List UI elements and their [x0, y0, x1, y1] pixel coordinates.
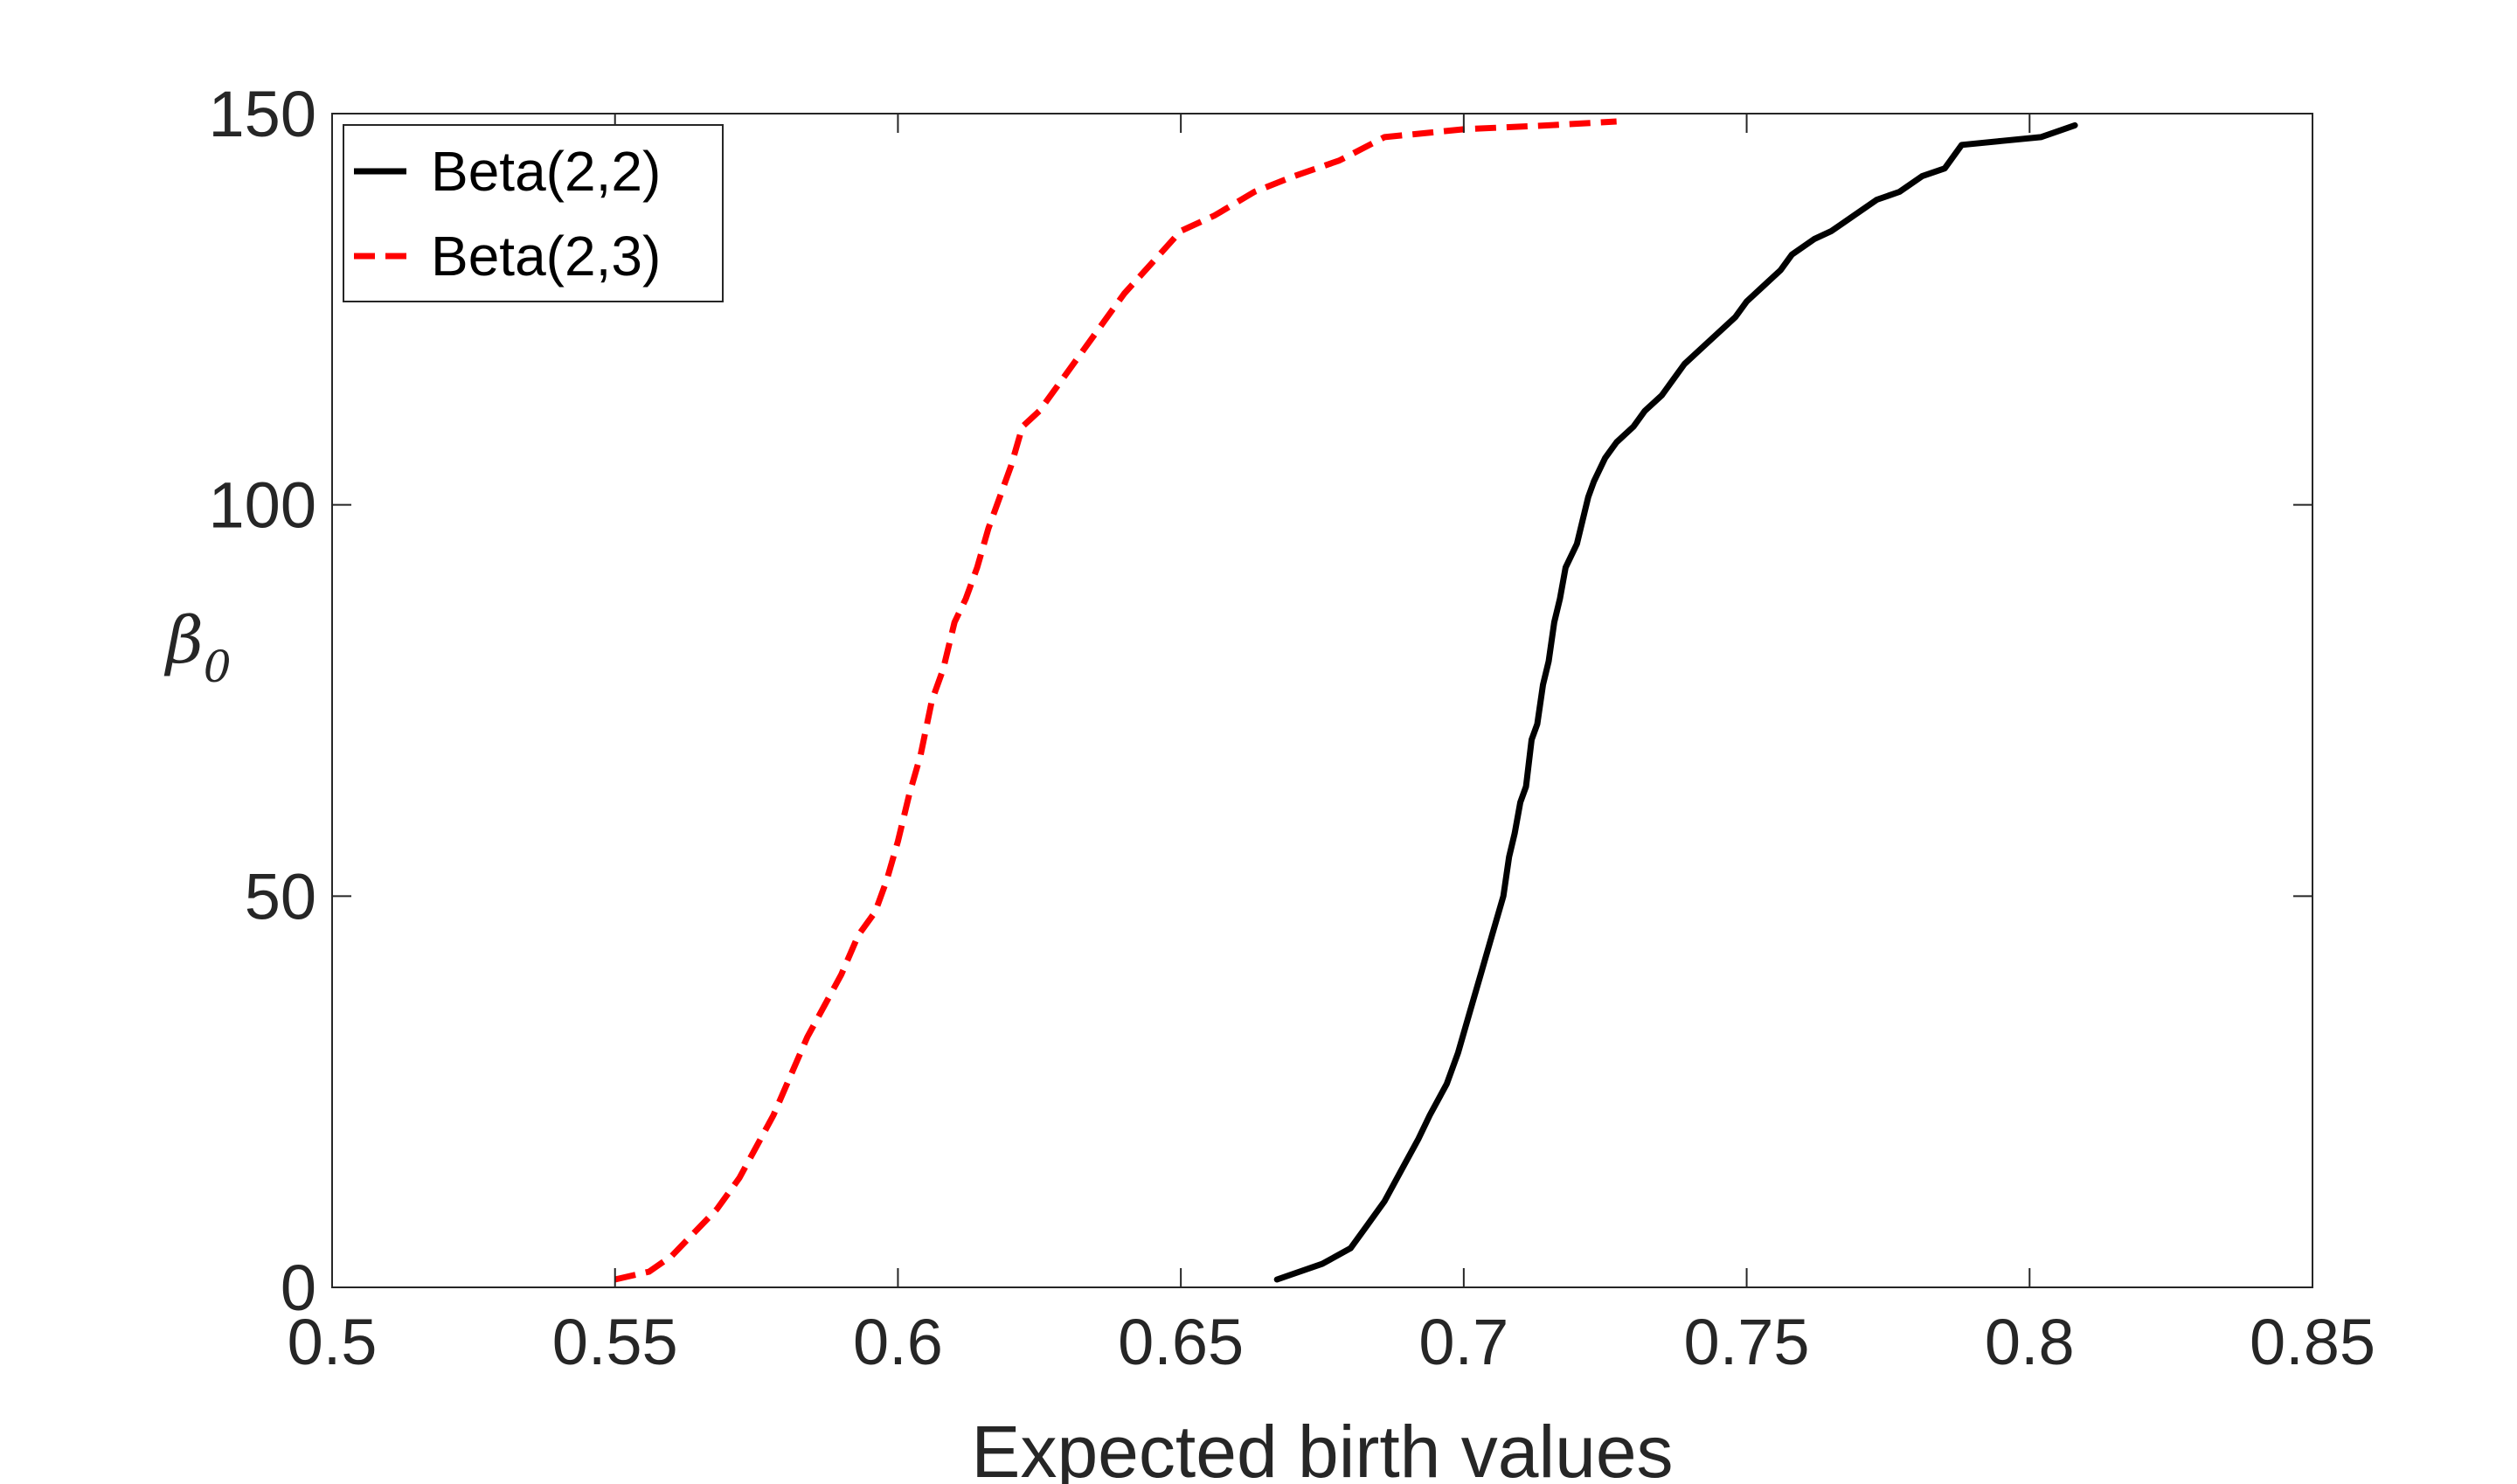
tick-label-layer: 0.5 0.55 0.6 0.65 0.7 0.75 0.8 0.85 0 50 100 150 — [209, 78, 2375, 1378]
x-tick-label: 0.55 — [552, 1306, 678, 1378]
legend-label-beta-2-2: Beta(2,2) — [431, 140, 661, 203]
y-tick-label: 50 — [245, 860, 316, 933]
y-axis-label-subscript: 0 — [204, 641, 232, 692]
legend-box — [343, 124, 724, 302]
series-layer — [614, 118, 2078, 1283]
y-tick-label: 0 — [281, 1252, 316, 1324]
x-tick-label: 0.6 — [853, 1306, 943, 1378]
x-tick-label: 0.65 — [1118, 1306, 1244, 1378]
x-tick-label: 0.8 — [1985, 1306, 2075, 1378]
x-tick-label: 0.7 — [1418, 1306, 1508, 1378]
series-line-beta-2-3 — [614, 118, 1617, 1283]
series-line-beta-2-2 — [1273, 121, 2078, 1283]
legend: Beta(2,2) Beta(2,3) — [343, 124, 724, 302]
axes-box — [331, 113, 2313, 1288]
y-tick-label: 100 — [209, 469, 316, 542]
x-tick-label: 0.85 — [2250, 1306, 2375, 1378]
legend-label-beta-2-3: Beta(2,3) — [431, 225, 661, 288]
x-axis-label: Expected birth values — [971, 1411, 1673, 1484]
x-tick-label: 0.75 — [1684, 1306, 1810, 1378]
tick-layer — [331, 113, 2313, 1288]
plot-area — [332, 114, 2312, 1287]
y-axis-label-symbol: β — [163, 603, 204, 678]
x-tick-label: 0.5 — [288, 1306, 378, 1378]
y-axis-label: β0 — [163, 603, 232, 692]
y-tick-label: 150 — [209, 78, 316, 150]
